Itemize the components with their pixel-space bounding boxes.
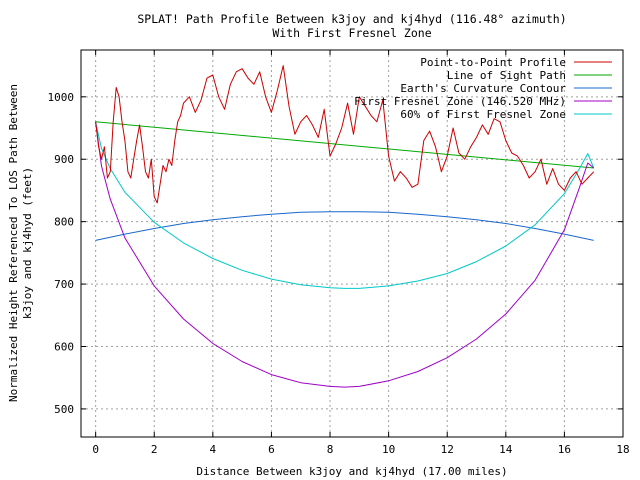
x-tick-label: 0 (92, 443, 99, 456)
y-tick-label: 600 (54, 340, 74, 353)
x-tick-label: 14 (499, 443, 513, 456)
grid-lines (81, 50, 624, 437)
x-tick-label: 6 (268, 443, 275, 456)
series-line-first-fresnel-zone-146-520-mhz (95, 121, 595, 388)
x-tick-label: 10 (382, 443, 395, 456)
y-tick-label: 700 (54, 278, 74, 291)
series-layer (95, 65, 595, 388)
axis-ticks: 0 2 4 6 8 10 12 14 16 18 500 600 700 800 900 1000 (48, 50, 630, 456)
x-tick-label: 2 (151, 443, 158, 456)
x-axis-label: Distance Between k3joy and kj4hyd (17.00… (196, 465, 507, 478)
plot-frame (80, 49, 624, 438)
y-tick-label: 800 (54, 216, 74, 229)
series-line-60-of-first-fresnel-zone (95, 121, 595, 289)
y-axis-label-line1: Normalized Height Referenced To LOS Path… (7, 84, 20, 402)
series-line-earth-s-curvature-contour (95, 211, 594, 241)
legend-label: Earth's Curvature Contour (400, 82, 566, 95)
y-tick-label: 900 (54, 153, 74, 166)
y-axis-label-line2: k3joy and kj4hyd (feet) (21, 167, 34, 319)
legend-label: First Fresnel Zone (146.520 MHz) (354, 95, 566, 108)
legend-label: Point-to-Point Profile (420, 56, 566, 69)
y-tick-label: 500 (54, 403, 74, 416)
legend-label: Line of Sight Path (447, 69, 566, 82)
x-tick-label: 4 (210, 443, 217, 456)
y-tick-label: 1000 (48, 91, 75, 104)
x-tick-label: 12 (441, 443, 454, 456)
series-line-point-to-point-profile (95, 65, 595, 204)
series-line-line-of-sight-path (95, 121, 594, 169)
chart-title: SPLAT! Path Profile Between k3joy and kj… (137, 12, 566, 26)
x-tick-label: 8 (327, 443, 334, 456)
x-tick-label: 16 (558, 443, 571, 456)
legend-label: 60% of First Fresnel Zone (400, 108, 566, 121)
x-tick-label: 18 (616, 443, 629, 456)
chart-subtitle: With First Fresnel Zone (272, 26, 431, 40)
